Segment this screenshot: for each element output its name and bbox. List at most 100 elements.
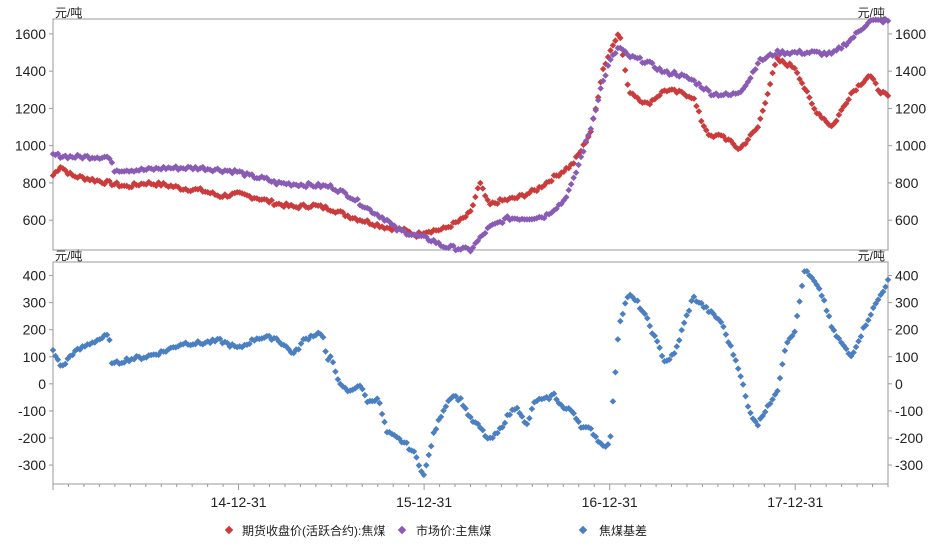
data-point: [884, 276, 892, 284]
y-tick-label-left: 1200: [15, 100, 46, 116]
data-point: [447, 223, 455, 231]
data-point: [442, 403, 450, 410]
data-point: [462, 405, 469, 412]
data-point: [798, 79, 806, 87]
y-tick-label-left: -100: [18, 403, 46, 419]
data-point: [268, 197, 275, 204]
data-point: [472, 193, 479, 201]
data-point: [734, 365, 742, 372]
data-point: [619, 310, 627, 318]
data-point: [690, 293, 698, 301]
data-point: [761, 408, 769, 416]
data-point: [744, 136, 752, 143]
data-point: [815, 285, 823, 292]
y-tick-label-left: 1400: [15, 63, 46, 79]
data-point: [727, 342, 735, 350]
data-point: [481, 192, 489, 200]
y-tick-label-right: 200: [895, 322, 919, 338]
data-point: [685, 307, 693, 314]
data-point: [332, 368, 339, 375]
lower-left-axis: -300 -200 -100 0 100 200 300 400: [18, 268, 53, 473]
y-tick-label-right: -300: [895, 457, 923, 473]
data-point: [747, 409, 754, 417]
y-tick-label-left: 200: [23, 322, 47, 338]
y-tick-label-right: 1600: [895, 26, 926, 42]
data-point: [644, 314, 651, 322]
data-point: [867, 311, 875, 318]
lower-right-unit-label: 元/吨: [858, 249, 885, 263]
data-point: [523, 420, 531, 428]
legend-label-market: 市场价:主焦煤: [416, 523, 491, 538]
y-tick-label-left: 1000: [15, 138, 46, 154]
data-point: [381, 418, 388, 426]
legend: 期货收盘价(活跃合约):焦煤 市场价:主焦煤 焦煤基差: [224, 523, 647, 538]
data-point: [835, 111, 843, 119]
data-point: [634, 297, 641, 305]
legend-item-market-price: 市场价:主焦煤: [397, 523, 491, 538]
y-tick-label-right: 0: [895, 376, 903, 392]
data-point: [570, 174, 577, 182]
upper-right-axis: 600 800 1000 1200 1400 1600: [888, 26, 926, 228]
data-point: [479, 426, 487, 434]
data-point: [779, 361, 786, 368]
upper-series-points: [49, 16, 892, 255]
data-point: [852, 87, 860, 94]
data-point: [798, 282, 806, 290]
data-point: [774, 387, 781, 395]
data-point: [771, 61, 779, 69]
data-point: [811, 105, 818, 113]
data-point: [425, 451, 433, 459]
data-point: [359, 385, 366, 393]
data-point: [582, 137, 590, 145]
data-point: [820, 297, 828, 304]
data-point: [297, 340, 305, 347]
data-point: [420, 471, 428, 479]
data-point: [737, 373, 744, 380]
legend-label-basis: 焦煤基差: [599, 524, 647, 538]
data-point: [621, 300, 629, 307]
data-point: [882, 283, 889, 291]
data-point: [720, 323, 727, 330]
data-point: [609, 398, 617, 405]
upper-right-unit-label: 元/吨: [858, 6, 885, 20]
data-point: [604, 62, 612, 69]
data-point: [469, 201, 477, 209]
data-point: [108, 159, 116, 166]
data-point: [769, 396, 776, 403]
data-point: [577, 153, 585, 161]
data-point: [617, 317, 624, 325]
y-tick-label-right: -200: [895, 430, 923, 446]
data-point: [469, 244, 477, 251]
data-point: [563, 194, 570, 201]
data-point: [754, 422, 762, 429]
data-point: [506, 411, 514, 419]
y-tick-label-right: 1000: [895, 138, 926, 154]
data-point: [548, 177, 555, 185]
data-point: [675, 336, 683, 344]
data-point: [481, 229, 489, 237]
data-point: [688, 297, 695, 305]
y-tick-label-left: 600: [23, 212, 47, 228]
data-point: [329, 359, 337, 366]
data-point: [319, 334, 327, 341]
data-point: [722, 331, 730, 338]
y-tick-label-left: 300: [23, 295, 47, 311]
data-point: [700, 122, 708, 130]
data-point: [732, 357, 739, 364]
data-point: [494, 429, 501, 437]
series-upper-1: [49, 16, 892, 255]
data-point: [322, 348, 329, 355]
data-point: [585, 131, 592, 139]
data-point: [376, 399, 383, 407]
data-point: [653, 338, 661, 345]
data-point: [518, 413, 526, 420]
data-point: [528, 405, 536, 413]
data-point: [705, 87, 712, 94]
data-point: [477, 179, 484, 187]
data-point: [678, 326, 685, 334]
data-point: [872, 80, 879, 87]
lower-right-axis: -300 -200 -100 0 100 200 300 400: [888, 268, 923, 473]
data-point: [835, 335, 843, 342]
